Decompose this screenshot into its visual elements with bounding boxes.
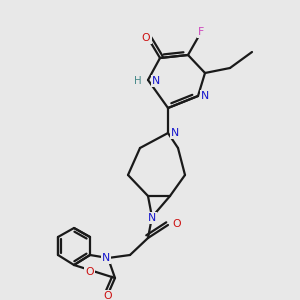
Text: N: N: [148, 213, 156, 223]
Text: N: N: [171, 128, 179, 138]
Text: N: N: [152, 76, 160, 86]
Text: H: H: [134, 76, 142, 86]
Text: O: O: [142, 33, 150, 43]
Text: F: F: [198, 27, 204, 37]
Text: N: N: [201, 91, 209, 101]
Text: O: O: [104, 291, 112, 300]
Text: O: O: [85, 267, 94, 277]
Text: N: N: [102, 253, 110, 263]
Text: O: O: [172, 219, 181, 229]
